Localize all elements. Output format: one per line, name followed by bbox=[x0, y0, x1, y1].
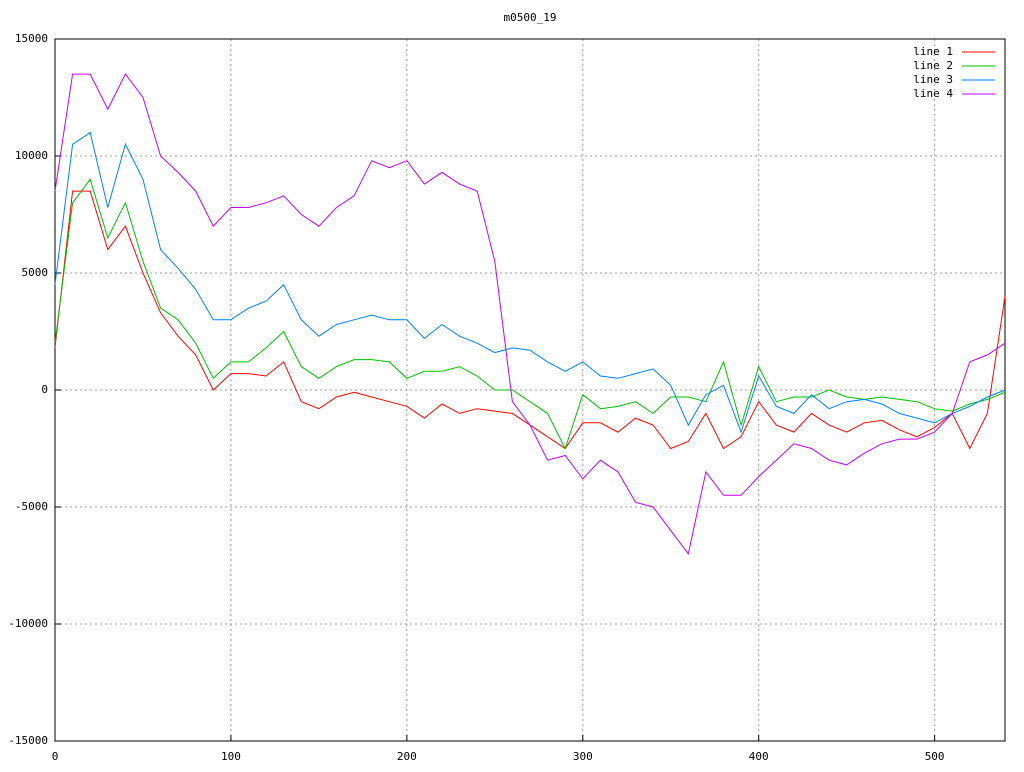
x-tick-label: 0 bbox=[52, 750, 59, 763]
legend-label: line 1 bbox=[913, 45, 953, 58]
y-tick-label: 5000 bbox=[22, 266, 49, 279]
y-tick-label: 10000 bbox=[15, 149, 48, 162]
legend-label: line 4 bbox=[913, 87, 953, 100]
y-tick-label: -15000 bbox=[8, 734, 48, 747]
x-tick-label: 300 bbox=[573, 750, 593, 763]
x-tick-label: 400 bbox=[749, 750, 769, 763]
data-line bbox=[54, 178, 1006, 450]
x-tick-label: 500 bbox=[925, 750, 945, 763]
y-tick-label: -10000 bbox=[8, 617, 48, 630]
data-line bbox=[54, 73, 1006, 555]
y-tick-label: 0 bbox=[41, 383, 48, 396]
chart-title: m0500_19 bbox=[504, 11, 557, 24]
y-tick-label: -5000 bbox=[15, 500, 48, 513]
data-line bbox=[54, 131, 1006, 434]
x-tick-label: 100 bbox=[221, 750, 241, 763]
x-tick-label: 200 bbox=[397, 750, 417, 763]
y-tick-label: 15000 bbox=[15, 32, 48, 45]
legend-label: line 3 bbox=[913, 73, 953, 86]
legend-label: line 2 bbox=[913, 59, 953, 72]
